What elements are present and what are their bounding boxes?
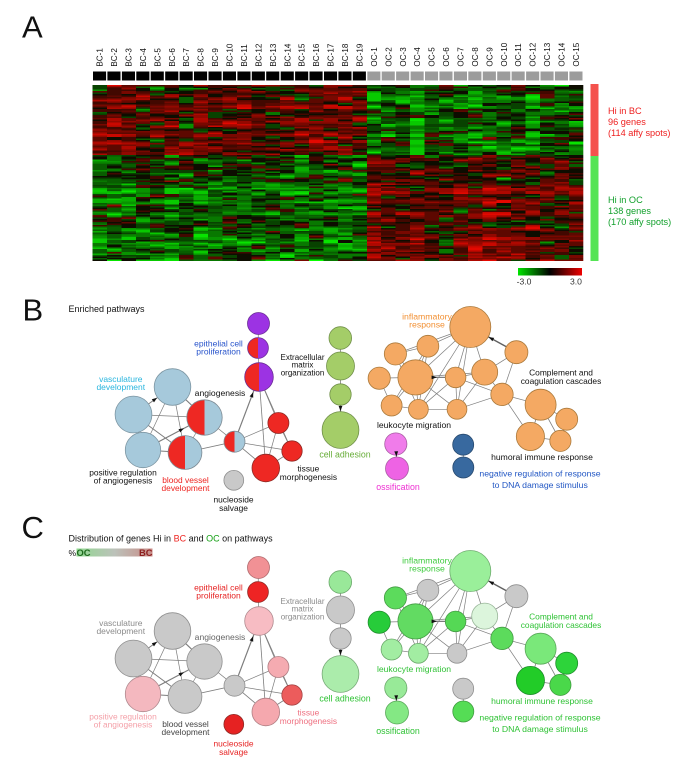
svg-text:BC-8: BC-8 [197,48,206,67]
svg-text:OC: OC [77,547,91,558]
svg-text:BC-13: BC-13 [269,43,278,66]
svg-text:OC-10: OC-10 [500,42,509,66]
svg-text:(170 affy spots): (170 affy spots) [608,217,671,227]
svg-text:BC-11: BC-11 [240,44,249,67]
svg-text:-3.0: -3.0 [517,277,532,287]
svg-text:BC-9: BC-9 [211,48,220,67]
svg-text:development: development [96,382,145,392]
svg-text:BC-14: BC-14 [283,43,292,66]
svg-text:BC-6: BC-6 [168,48,177,67]
svg-text:angiogenesis: angiogenesis [195,388,246,398]
svg-text:BC-10: BC-10 [226,43,235,66]
svg-text:humoral immune response: humoral immune response [491,452,593,462]
svg-text:OC-11: OC-11 [514,43,523,67]
svg-text:BC-18: BC-18 [341,43,350,66]
svg-text:OC-1: OC-1 [370,47,379,67]
svg-text:BC-2: BC-2 [110,48,119,67]
svg-text:negative regulation of respons: negative regulation of response [479,713,600,723]
svg-text:organization: organization [281,612,325,621]
svg-text:A: A [22,9,43,44]
svg-text:of angiogenesis: of angiogenesis [94,476,153,486]
svg-text:Enriched pathways: Enriched pathways [69,304,146,314]
svg-text:salvage: salvage [219,503,248,513]
svg-text:ossification: ossification [376,726,420,736]
svg-text:OC-3: OC-3 [399,47,408,67]
svg-text:OC-15: OC-15 [572,42,581,66]
svg-text:%: % [69,548,77,558]
svg-text:BC-15: BC-15 [298,43,307,66]
svg-text:leukocyte migration: leukocyte migration [377,420,451,430]
svg-text:development: development [162,483,211,493]
svg-text:cell adhesion: cell adhesion [319,450,370,460]
svg-text:Hi in BC: Hi in BC [608,106,642,116]
svg-text:to DNA damage stimulus: to DNA damage stimulus [492,724,588,734]
svg-text:BC-5: BC-5 [153,48,162,67]
svg-text:BC: BC [139,547,153,558]
svg-text:salvage: salvage [219,747,248,757]
svg-text:OC-4: OC-4 [413,47,422,67]
svg-text:BC-7: BC-7 [182,48,191,67]
svg-text:BC-16: BC-16 [312,43,321,66]
svg-text:proliferation: proliferation [196,347,241,357]
svg-text:BC-1: BC-1 [96,48,105,67]
svg-text:(114 affy spots): (114 affy spots) [608,128,670,138]
svg-text:OC-5: OC-5 [428,47,437,67]
svg-text:B: B [23,293,44,328]
svg-text:C: C [22,510,44,545]
svg-text:coagulation cascades: coagulation cascades [521,620,602,630]
svg-text:3.0: 3.0 [570,277,582,287]
svg-text:cell adhesion: cell adhesion [319,694,370,704]
svg-text:negative regulation of respons: negative regulation of response [479,469,600,479]
svg-text:development: development [96,626,145,636]
svg-text:response: response [409,563,445,573]
svg-text:Hi in OC: Hi in OC [608,195,643,205]
svg-text:OC-2: OC-2 [384,47,393,67]
svg-text:OC-7: OC-7 [457,47,466,67]
svg-text:organization: organization [281,368,325,377]
svg-text:leukocyte migration: leukocyte migration [377,664,451,674]
svg-text:morphogenesis: morphogenesis [280,472,337,482]
svg-text:BC-12: BC-12 [254,43,263,66]
svg-text:development: development [162,727,211,737]
svg-text:96 genes: 96 genes [608,117,646,127]
svg-text:OC-13: OC-13 [543,42,552,66]
svg-text:to DNA damage stimulus: to DNA damage stimulus [492,480,588,490]
svg-text:OC-12: OC-12 [529,42,538,66]
svg-text:BC-19: BC-19 [356,43,365,66]
svg-text:OC-8: OC-8 [471,47,480,67]
svg-text:OC-14: OC-14 [558,42,567,66]
svg-text:humoral immune response: humoral immune response [491,696,593,706]
svg-text:angiogenesis: angiogenesis [195,632,246,642]
svg-text:BC-17: BC-17 [327,43,336,66]
svg-text:of angiogenesis: of angiogenesis [94,720,153,730]
svg-text:138 genes: 138 genes [608,206,651,216]
svg-text:OC-6: OC-6 [442,47,451,67]
svg-text:response: response [409,319,445,329]
svg-text:ossification: ossification [376,482,420,492]
svg-text:Distribution of genes Hi in BC: Distribution of genes Hi in BC and OC on… [69,534,274,544]
svg-text:BC-3: BC-3 [125,48,134,67]
svg-text:morphogenesis: morphogenesis [280,716,337,726]
svg-text:proliferation: proliferation [196,591,241,601]
svg-text:coagulation cascades: coagulation cascades [521,376,602,386]
svg-text:BC-4: BC-4 [139,48,148,67]
svg-text:OC-9: OC-9 [485,47,494,67]
